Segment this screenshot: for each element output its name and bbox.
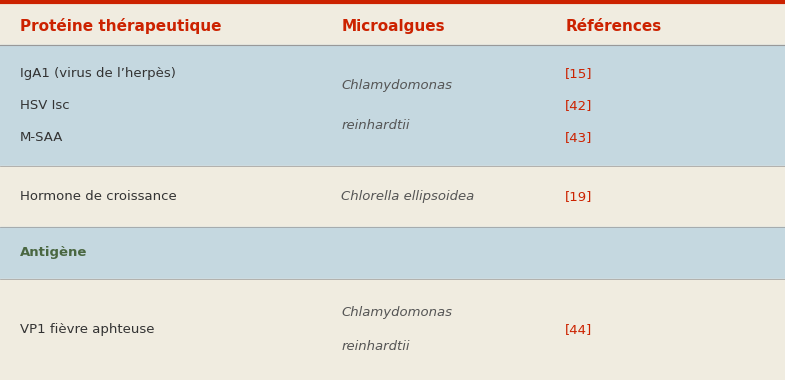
Text: Hormone de croissance: Hormone de croissance [20, 190, 177, 203]
Text: reinhardtii: reinhardtii [341, 119, 410, 132]
Text: [42]: [42] [565, 99, 593, 112]
Text: [15]: [15] [565, 67, 593, 80]
Text: [43]: [43] [565, 131, 593, 144]
Text: reinhardtii: reinhardtii [341, 340, 410, 353]
Text: IgA1 (virus de l’herpès): IgA1 (virus de l’herpès) [20, 67, 176, 80]
Text: [44]: [44] [565, 323, 593, 336]
Text: VP1 fièvre aphteuse: VP1 fièvre aphteuse [20, 323, 154, 336]
Text: Protéine thérapeutique: Protéine thérapeutique [20, 18, 221, 34]
Text: Microalgues: Microalgues [341, 19, 445, 34]
Text: HSV Isc: HSV Isc [20, 99, 69, 112]
Bar [0, 279, 785, 380]
Text: M-SAA: M-SAA [20, 131, 63, 144]
Bar [0, 166, 785, 227]
Text: Chlorella ellipsoidea: Chlorella ellipsoidea [341, 190, 475, 203]
Text: Antigène: Antigène [20, 246, 87, 260]
Bar [0, 45, 785, 166]
Text: [19]: [19] [565, 190, 593, 203]
Text: Références: Références [565, 19, 662, 34]
Bar [0, 0, 785, 45]
Text: Chlamydomonas: Chlamydomonas [341, 306, 452, 319]
Text: Chlamydomonas: Chlamydomonas [341, 79, 452, 92]
Bar [0, 227, 785, 279]
